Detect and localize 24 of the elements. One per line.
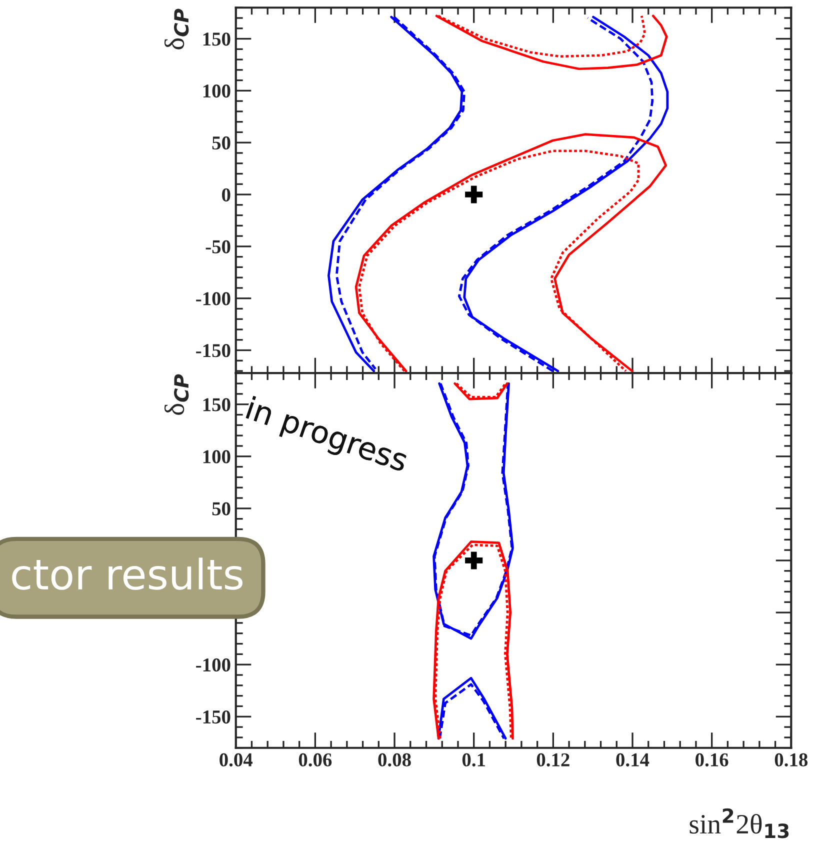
x-tick-label: 0.1 — [462, 753, 485, 766]
y-tick-label: -100 — [196, 658, 230, 672]
x-tick-label: 0.14 — [616, 753, 650, 766]
y-tick-label: -150 — [196, 344, 230, 358]
y-axis-title: δ$_{CP}$ — [164, 8, 189, 50]
y-tick-label: 100 — [203, 84, 230, 98]
annotation: ctor results — [12, 558, 242, 590]
y-tick-label: 150 — [203, 398, 230, 412]
x-tick-label: 0.18 — [774, 753, 808, 766]
y-tick-label: 50 — [212, 136, 230, 150]
x-tick-label: 0.12 — [536, 753, 570, 766]
y-tick-label: 150 — [203, 32, 230, 46]
y-axis-title: δ$_{CP}$ — [164, 374, 189, 415]
x-tick-label: 0.16 — [696, 753, 728, 766]
y-tick-label: 0 — [222, 188, 230, 202]
y-tick-label: 100 — [203, 450, 230, 464]
x-tick-label: 0.06 — [298, 753, 332, 766]
x-tick-label: 0.08 — [378, 753, 411, 766]
x-axis-title: sin$^{2}$2θ$_{13}$ — [690, 808, 789, 838]
y-tick-label: 50 — [212, 502, 230, 516]
y-tick-label: -100 — [196, 292, 230, 306]
y-tick-label: -50 — [206, 240, 230, 254]
y-tick-label: -150 — [196, 710, 230, 724]
x-tick-label: 0.04 — [220, 753, 253, 766]
